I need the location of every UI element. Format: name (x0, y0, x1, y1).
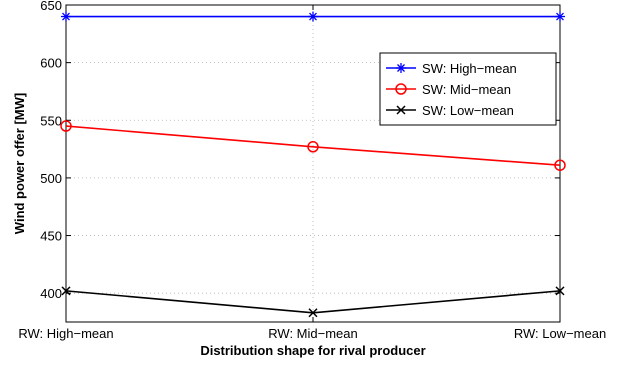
y-tick-label: 600 (40, 56, 62, 71)
data-point (554, 159, 566, 171)
y-tick-label: 650 (40, 0, 62, 13)
y-tick-label: 500 (40, 171, 62, 186)
y-axis: 400 450 500 550 600 650 (40, 0, 560, 301)
x-axis: RW: High−mean RW: Mid−mean RW: Low−mean (18, 5, 606, 341)
series-group (60, 11, 566, 318)
data-point (308, 11, 318, 22)
series-line (65, 125, 561, 167)
x-tick-label: RW: Low−mean (514, 326, 606, 341)
data-point (555, 286, 565, 296)
data-point (308, 308, 318, 318)
data-point (60, 120, 72, 132)
data-point (61, 11, 71, 22)
data-point (61, 286, 71, 296)
legend-label: SW: High−mean (422, 61, 517, 76)
legend-item: SW: High−mean (386, 61, 517, 76)
legend-item: SW: Mid−mean (386, 82, 511, 97)
x-tick-label: RW: High−mean (18, 326, 113, 341)
y-tick-label: 400 (40, 286, 62, 301)
legend: SW: High−mean SW: Mid−mean SW: Low−mean (379, 52, 557, 126)
x-axis-label: Distribution shape for rival producer (200, 343, 425, 358)
legend-label: SW: Mid−mean (422, 82, 511, 97)
x-tick-label: RW: Mid−mean (268, 326, 357, 341)
legend-item: SW: Low−mean (386, 103, 514, 118)
y-tick-label: 550 (40, 113, 62, 128)
legend-marker (395, 83, 407, 95)
data-point (307, 141, 319, 153)
data-point (555, 11, 565, 22)
legend-label: SW: Low−mean (422, 103, 514, 118)
y-tick-label: 450 (40, 229, 62, 244)
y-axis-label: Wind power offer [MW] (12, 93, 27, 234)
legend-marker (396, 105, 406, 115)
legend-marker (396, 63, 406, 73)
